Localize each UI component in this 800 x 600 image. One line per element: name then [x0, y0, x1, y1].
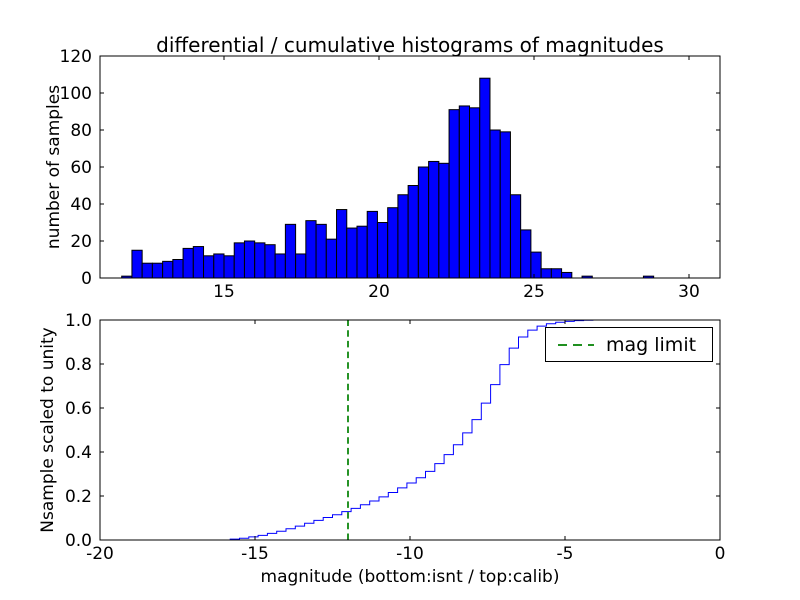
bottom-y-axis-label: Nsample scaled to unity	[38, 327, 58, 533]
histogram-bar	[438, 162, 450, 279]
legend-dash-icon	[558, 343, 594, 346]
y-tick-label: 20	[70, 232, 92, 252]
histogram-bar	[254, 242, 266, 279]
x-tick-label: 20	[368, 282, 390, 302]
histogram-bar	[489, 129, 501, 279]
y-tick-label: 0.4	[65, 443, 92, 463]
histogram-bar	[192, 246, 205, 279]
histogram-bar	[448, 109, 460, 279]
y-tick-label: 0	[81, 269, 92, 289]
histogram-bar	[417, 166, 430, 279]
x-tick-label: 30	[678, 282, 700, 302]
histogram-bar	[295, 253, 307, 279]
y-tick-label: 0.8	[65, 355, 92, 375]
x-tick-label: -5	[557, 544, 574, 564]
x-tick-label: 25	[523, 282, 545, 302]
histogram-bar	[274, 253, 286, 279]
x-tick-label: -20	[86, 544, 114, 564]
histogram-bar	[346, 227, 358, 279]
bottom-x-axis-label: magnitude (bottom:isnt / top:calib)	[260, 567, 560, 587]
histogram-bar	[376, 222, 389, 279]
histogram-bar	[315, 223, 327, 279]
histogram-bar	[223, 255, 235, 279]
histogram-bar	[509, 194, 522, 279]
histogram-bar	[141, 262, 153, 279]
histogram-bar	[182, 247, 194, 279]
histogram-bar	[243, 240, 256, 279]
y-tick-label: 60	[70, 158, 92, 178]
histogram-bar	[530, 251, 542, 279]
x-tick-label: 0	[715, 544, 726, 564]
y-tick-label: 120	[60, 47, 92, 67]
histogram-bar	[550, 268, 563, 279]
histogram-bar	[407, 185, 419, 279]
histogram-bar	[397, 194, 409, 279]
x-tick-label: -15	[241, 544, 269, 564]
legend: mag limit	[545, 327, 713, 362]
cumulative-curve	[100, 319, 720, 541]
histogram-bar	[162, 260, 174, 279]
histogram-bar	[520, 229, 532, 279]
histogram-bar	[356, 225, 368, 279]
histogram-bar	[284, 223, 297, 279]
x-tick-label: -10	[396, 544, 424, 564]
y-tick-label: 0.6	[65, 399, 92, 419]
histogram-bar	[305, 220, 317, 279]
chart-title: differential / cumulative histograms of …	[156, 33, 664, 57]
histogram-bar	[325, 238, 338, 279]
histogram-bar	[387, 207, 399, 279]
x-tick-label: 15	[213, 282, 235, 302]
histogram-bar	[151, 262, 164, 279]
histogram-bar	[499, 131, 511, 279]
histogram-bar	[540, 268, 552, 279]
histogram-bar	[264, 244, 276, 279]
axes-frame	[99, 319, 721, 541]
y-tick-label: 0.2	[65, 487, 92, 507]
axes-frame	[99, 55, 721, 279]
histogram-bar	[336, 209, 348, 279]
histogram-bar	[131, 249, 143, 279]
histogram-bar	[203, 255, 215, 279]
histogram-bar	[428, 160, 440, 279]
y-tick-label: 100	[60, 84, 92, 104]
histogram-bar	[213, 253, 225, 279]
histogram-bar	[561, 271, 573, 279]
histogram-bar	[172, 259, 184, 279]
legend-label: mag limit	[606, 333, 697, 356]
top-y-axis-label: number of samples	[44, 84, 64, 250]
histogram-bar	[458, 105, 471, 279]
histogram-bar	[366, 210, 378, 279]
y-tick-label: 40	[70, 195, 92, 215]
y-tick-label: 0.0	[65, 531, 92, 551]
y-tick-label: 1.0	[65, 311, 92, 331]
histogram-bar	[479, 77, 491, 279]
y-tick-label: 80	[70, 121, 92, 141]
histogram-bar	[233, 242, 245, 279]
histogram-bar	[469, 107, 481, 279]
